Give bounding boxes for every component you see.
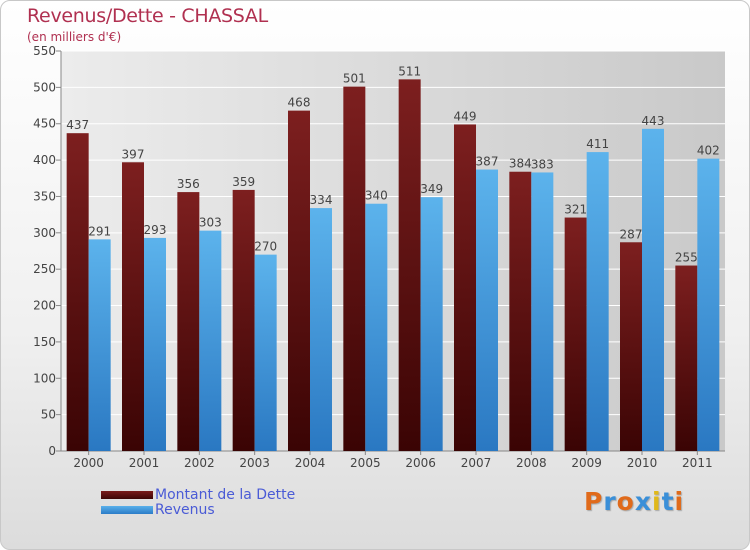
- data-label-revenus: 291: [88, 224, 111, 238]
- x-tick-label: 2002: [184, 456, 215, 470]
- y-tick-label: 500: [33, 80, 56, 94]
- chart-subtitle: (en milliers d'€): [27, 30, 122, 44]
- data-label-revenus: 349: [420, 182, 443, 196]
- data-label-dette: 287: [620, 227, 643, 241]
- bar-revenus: [642, 128, 664, 451]
- bar-dette: [564, 217, 587, 451]
- x-tick-label: 2004: [295, 456, 326, 470]
- y-tick-label: 550: [33, 44, 56, 58]
- y-tick-label: 350: [33, 189, 56, 203]
- bar-dette: [675, 265, 698, 451]
- x-tick-label: 2001: [129, 456, 160, 470]
- data-label-revenus: 270: [254, 240, 277, 254]
- x-tick-label: 2011: [682, 456, 713, 470]
- data-label-revenus: 293: [144, 223, 167, 237]
- legend-swatch-dette: [101, 490, 153, 499]
- x-tick-label: 2003: [239, 456, 270, 470]
- x-tick-label: 2006: [405, 456, 436, 470]
- chart-title: Revenus/Dette - CHASSAL: [27, 5, 268, 27]
- y-tick-label: 400: [33, 153, 56, 167]
- legend-item-revenus: Revenus: [101, 501, 295, 518]
- y-tick-label: 50: [41, 408, 56, 422]
- logo-letter: o: [616, 487, 635, 516]
- data-label-dette: 321: [564, 203, 587, 217]
- logo-letter: x: [634, 487, 652, 516]
- data-label-revenus: 340: [365, 189, 388, 203]
- y-tick-label: 150: [33, 335, 56, 349]
- proxiti-logo: Proxiti: [584, 487, 684, 516]
- bar-dette: [509, 171, 532, 451]
- legend-label-dette: Montant de la Dette: [155, 486, 296, 503]
- data-label-revenus: 383: [531, 157, 554, 171]
- legend-label-revenus: Revenus: [155, 501, 215, 518]
- data-label-dette: 356: [177, 177, 200, 191]
- data-label-dette: 384: [509, 157, 532, 171]
- bar-dette: [288, 110, 310, 452]
- data-label-revenus: 303: [199, 216, 222, 230]
- bar-dette: [454, 124, 476, 452]
- data-label-dette: 255: [675, 251, 698, 265]
- bar-dette: [620, 242, 642, 451]
- data-label-revenus: 411: [586, 137, 609, 151]
- y-tick-label: 0: [48, 444, 56, 458]
- data-label-dette: 511: [398, 64, 421, 78]
- bar-revenus: [586, 152, 609, 451]
- bar-revenus: [144, 237, 166, 451]
- x-tick-label: 2010: [627, 456, 658, 470]
- data-label-revenus: 387: [476, 155, 499, 169]
- bar-revenus: [420, 197, 443, 451]
- x-tick-label: 2007: [461, 456, 492, 470]
- y-tick-label: 250: [33, 262, 56, 276]
- data-label-dette: 359: [232, 175, 255, 189]
- y-tick-label: 300: [33, 226, 56, 240]
- logo-letter: t: [661, 487, 675, 516]
- data-label-dette: 501: [343, 72, 366, 86]
- bar-dette: [122, 162, 144, 452]
- data-label-revenus: 334: [310, 193, 333, 207]
- bar-dette: [343, 86, 366, 452]
- bar-revenus: [310, 208, 332, 451]
- logo-letter: r: [603, 487, 617, 516]
- bar-revenus: [476, 169, 498, 451]
- bar-revenus: [365, 203, 388, 451]
- x-tick-label: 2009: [571, 456, 602, 470]
- data-label-dette: 437: [66, 118, 89, 132]
- bar-revenus: [199, 230, 222, 451]
- x-tick-label: 2000: [73, 456, 104, 470]
- data-label-dette: 397: [122, 147, 145, 161]
- x-tick-label: 2008: [516, 456, 547, 470]
- chart-legend: Montant de la Dette Revenus: [101, 486, 296, 518]
- logo-letter: P: [584, 487, 604, 516]
- data-label-revenus: 443: [642, 114, 665, 128]
- x-tick-label: 2005: [350, 456, 381, 470]
- data-label-revenus: 402: [697, 144, 720, 158]
- logo-letter: i: [652, 487, 662, 516]
- bar-revenus: [254, 254, 277, 451]
- y-tick-label: 100: [33, 371, 56, 385]
- legend-swatch-revenus: [101, 505, 153, 514]
- bar-revenus: [531, 172, 554, 452]
- data-label-dette: 449: [454, 109, 477, 123]
- bar-dette: [177, 192, 200, 451]
- bar-dette: [66, 133, 89, 451]
- y-tick-label: 450: [33, 117, 56, 131]
- bar-revenus: [88, 239, 111, 451]
- bar-revenus: [697, 158, 720, 452]
- plot-background: [61, 51, 725, 451]
- logo-letter: i: [674, 487, 685, 516]
- bar-dette: [232, 189, 255, 451]
- bar-dette: [398, 79, 421, 451]
- legend-item-dette: Montant de la Dette: [101, 486, 296, 503]
- y-tick-label: 200: [33, 299, 56, 313]
- data-label-dette: 468: [288, 96, 311, 110]
